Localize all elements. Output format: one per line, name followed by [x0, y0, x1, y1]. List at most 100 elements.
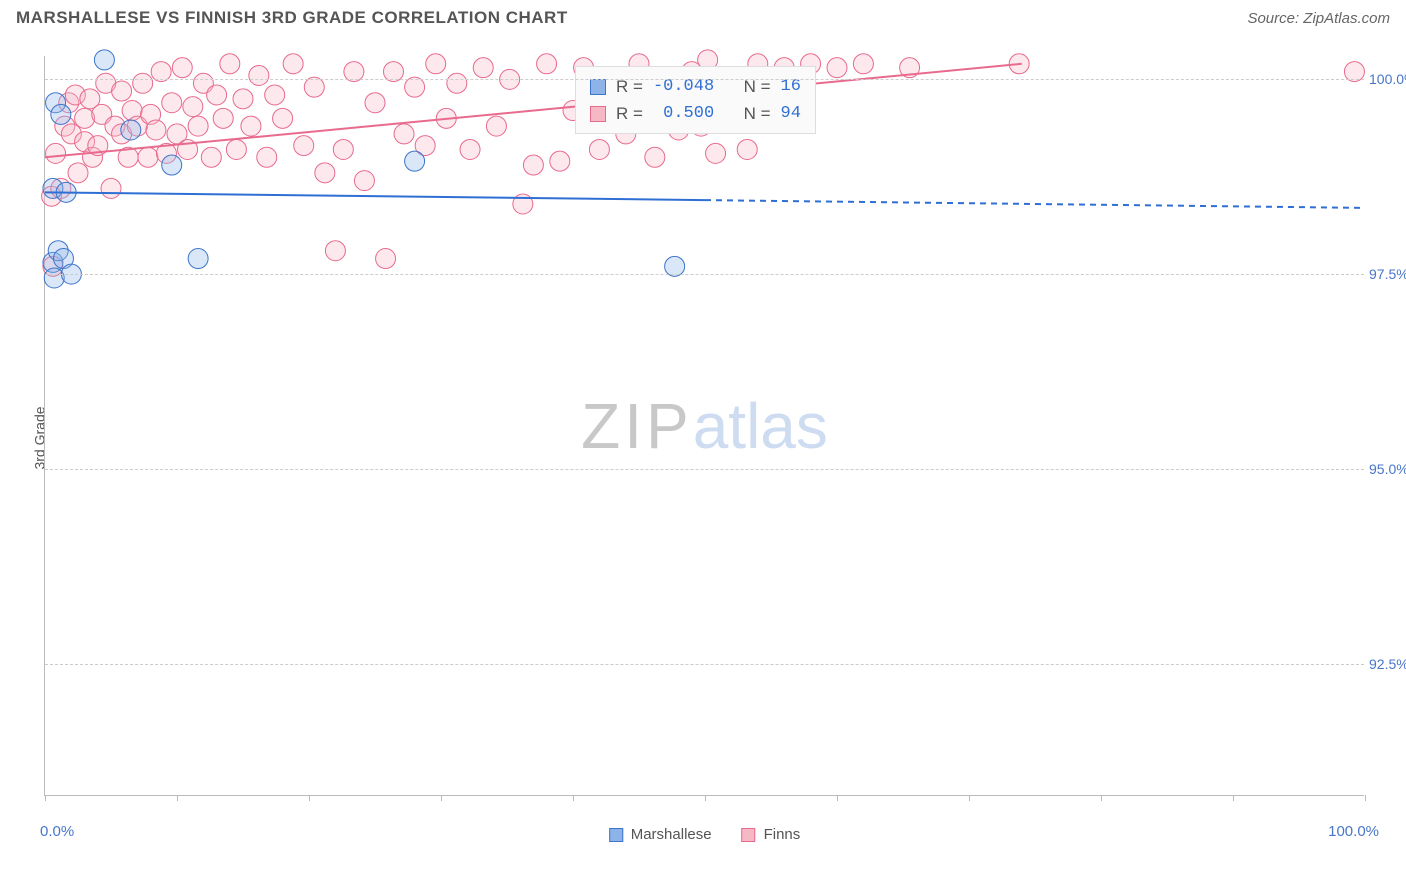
scatter-point [365, 93, 385, 113]
scatter-point [257, 147, 277, 167]
x-tick-mark [1101, 795, 1102, 801]
scatter-point [188, 249, 208, 269]
scatter-point [220, 54, 240, 74]
chart-title: MARSHALLESE VS FINNISH 3RD GRADE CORRELA… [16, 8, 568, 28]
x-tick-mark [309, 795, 310, 801]
scatter-point [68, 163, 88, 183]
stats-swatch-finns [590, 106, 606, 122]
n-value-marshallese: 16 [781, 73, 801, 100]
scatter-point [486, 116, 506, 136]
r-value-finns: 0.500 [653, 100, 714, 127]
scatter-point [241, 116, 261, 136]
scatter-point [101, 178, 121, 198]
scatter-svg [45, 56, 1364, 795]
legend-item-finns: Finns [742, 826, 801, 843]
scatter-point [94, 50, 114, 70]
legend-swatch-marshallese [609, 828, 623, 842]
scatter-point [51, 104, 71, 124]
scatter-point [394, 124, 414, 144]
x-tick-mark [45, 795, 46, 801]
trend-line-solid [45, 192, 705, 200]
scatter-point [188, 116, 208, 136]
stats-swatch-marshallese [590, 79, 606, 95]
x-axis-max-label: 100.0% [1328, 823, 1379, 840]
x-axis-min-label: 0.0% [40, 823, 74, 840]
source-label: Source: ZipAtlas.com [1247, 10, 1390, 27]
scatter-point [172, 58, 192, 78]
scatter-point [589, 139, 609, 159]
x-tick-mark [1233, 795, 1234, 801]
scatter-point [112, 81, 132, 101]
x-tick-mark [1365, 795, 1366, 801]
gridline-h [45, 664, 1364, 665]
scatter-point [473, 58, 493, 78]
legend-label-finns: Finns [764, 826, 801, 843]
chart-plot-area: ZIPatlas R = -0.048 N = 16 R = 0.500 N =… [44, 56, 1364, 796]
scatter-point [146, 120, 166, 140]
scatter-point [162, 155, 182, 175]
scatter-point [265, 85, 285, 105]
y-tick-label: 97.5% [1369, 266, 1406, 282]
y-tick-label: 95.0% [1369, 461, 1406, 477]
scatter-point [75, 108, 95, 128]
scatter-point [283, 54, 303, 74]
scatter-point [138, 147, 158, 167]
scatter-point [645, 147, 665, 167]
scatter-point [249, 65, 269, 85]
legend-item-marshallese: Marshallese [609, 826, 712, 843]
scatter-point [207, 85, 227, 105]
trend-line-dashed [705, 200, 1365, 208]
gridline-h [45, 274, 1364, 275]
scatter-point [354, 171, 374, 191]
scatter-point [853, 54, 873, 74]
r-label: R = [616, 100, 643, 127]
scatter-point [213, 108, 233, 128]
scatter-point [827, 58, 847, 78]
scatter-point [523, 155, 543, 175]
scatter-point [226, 139, 246, 159]
legend-label-marshallese: Marshallese [631, 826, 712, 843]
stats-row-finns: R = 0.500 N = 94 [590, 100, 801, 127]
x-tick-mark [177, 795, 178, 801]
stats-row-marshallese: R = -0.048 N = 16 [590, 73, 801, 100]
scatter-point [233, 89, 253, 109]
scatter-point [121, 120, 141, 140]
scatter-point [44, 268, 64, 288]
n-value-finns: 94 [781, 100, 801, 127]
r-value-marshallese: -0.048 [653, 73, 714, 100]
scatter-point [201, 147, 221, 167]
scatter-point [325, 241, 345, 261]
y-tick-label: 92.5% [1369, 656, 1406, 672]
x-tick-mark [705, 795, 706, 801]
gridline-h [45, 469, 1364, 470]
scatter-point [376, 249, 396, 269]
scatter-point [537, 54, 557, 74]
n-label: N = [744, 100, 771, 127]
scatter-point [737, 139, 757, 159]
scatter-point [46, 143, 66, 163]
x-tick-mark [441, 795, 442, 801]
x-tick-mark [837, 795, 838, 801]
scatter-point [460, 139, 480, 159]
gridline-h [45, 79, 1364, 80]
scatter-point [162, 93, 182, 113]
scatter-point [405, 151, 425, 171]
legend-swatch-finns [742, 828, 756, 842]
scatter-point [133, 73, 153, 93]
y-tick-label: 100.0% [1369, 71, 1406, 87]
r-label: R = [616, 73, 643, 100]
scatter-point [273, 108, 293, 128]
scatter-point [183, 97, 203, 117]
scatter-point [294, 136, 314, 156]
x-tick-mark [573, 795, 574, 801]
scatter-point [333, 139, 353, 159]
x-tick-mark [969, 795, 970, 801]
stats-legend-box: R = -0.048 N = 16 R = 0.500 N = 94 [575, 66, 816, 134]
scatter-point [706, 143, 726, 163]
scatter-point [447, 73, 467, 93]
scatter-point [315, 163, 335, 183]
scatter-point [550, 151, 570, 171]
scatter-point [426, 54, 446, 74]
legend-bottom: Marshallese Finns [609, 826, 801, 843]
n-label: N = [744, 73, 771, 100]
